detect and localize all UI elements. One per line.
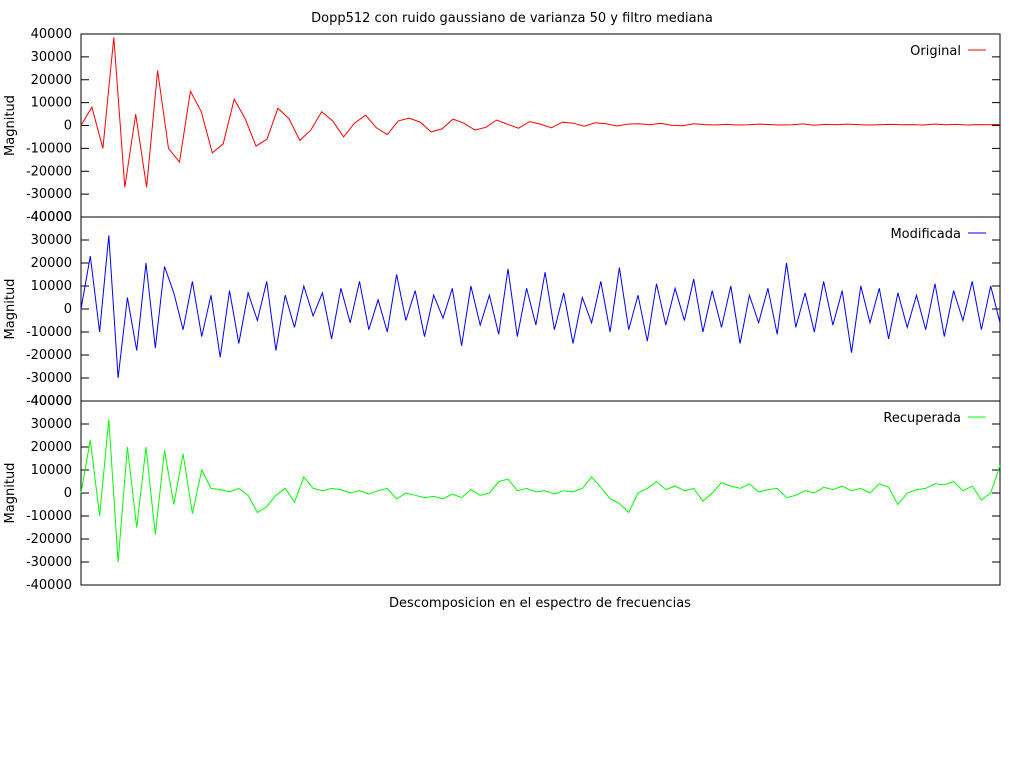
panel-recuperada: -40000 -30000 -20000 -10000 0 10000 20000 30000… <box>3 394 1001 593</box>
y-tick-label: -20000 <box>26 164 72 179</box>
y-tick-label: -40000 <box>26 394 72 409</box>
legend-label: Modificada <box>890 227 961 242</box>
y-tick-label: -20000 <box>26 348 72 363</box>
plot-frame <box>80 400 1001 586</box>
chart-title: Dopp512 con ruido gaussiano de varianza … <box>311 11 713 26</box>
y-tick-label: 20000 <box>31 256 72 271</box>
legend-label: Original <box>910 44 961 59</box>
panel-modificada: -40000 -30000 -20000 -10000 0 10000 20000 30000… <box>3 210 1001 409</box>
y-tick-label: 40000 <box>31 210 72 225</box>
y-tick-label: 0 <box>64 119 72 134</box>
legend-label: Recuperada <box>883 411 961 426</box>
series-line-original <box>80 37 1001 188</box>
y-tick-label: -30000 <box>26 371 72 386</box>
panel-original: -40000 -30000 -20000 -10000 0 10000 20000 30000… <box>3 27 1001 225</box>
y-tick-label: 20000 <box>31 440 72 455</box>
series-line-recuperada <box>80 419 1001 563</box>
y-tick-label: -30000 <box>26 187 72 202</box>
y-tick-label: 10000 <box>31 96 72 111</box>
y-axis-label: Magnitud <box>3 279 18 340</box>
y-tick-label: -10000 <box>26 325 72 340</box>
y-tick-label: 10000 <box>31 463 72 478</box>
y-tick-label: -20000 <box>26 532 72 547</box>
y-tick-label: -10000 <box>26 141 72 156</box>
y-tick-label: -40000 <box>26 578 72 593</box>
y-tick-label: 30000 <box>31 233 72 248</box>
y-tick-label: -10000 <box>26 509 72 524</box>
x-axis-label: Descomposicion en el espectro de frecuen… <box>389 596 691 611</box>
y-axis-label: Magnitud <box>3 95 18 156</box>
y-tick-label: 0 <box>64 486 72 501</box>
y-tick-label: -30000 <box>26 555 72 570</box>
y-tick-label: 40000 <box>31 27 72 42</box>
series-line-modificada <box>80 235 1001 379</box>
y-tick-label: 30000 <box>31 50 72 65</box>
chart-panels: -40000 -30000 -20000 -10000 0 10000 20000 30000… <box>3 27 1001 593</box>
y-tick-label: -40000 <box>26 210 72 225</box>
y-tick-label: 40000 <box>31 394 72 409</box>
y-axis-label: Magnitud <box>3 463 18 524</box>
y-tick-label: 30000 <box>31 417 72 432</box>
y-tick-label: 0 <box>64 302 72 317</box>
y-tick-label: 10000 <box>31 279 72 294</box>
plot-frame <box>80 216 1001 402</box>
plot-frame <box>80 33 1001 218</box>
y-tick-label: 20000 <box>31 73 72 88</box>
